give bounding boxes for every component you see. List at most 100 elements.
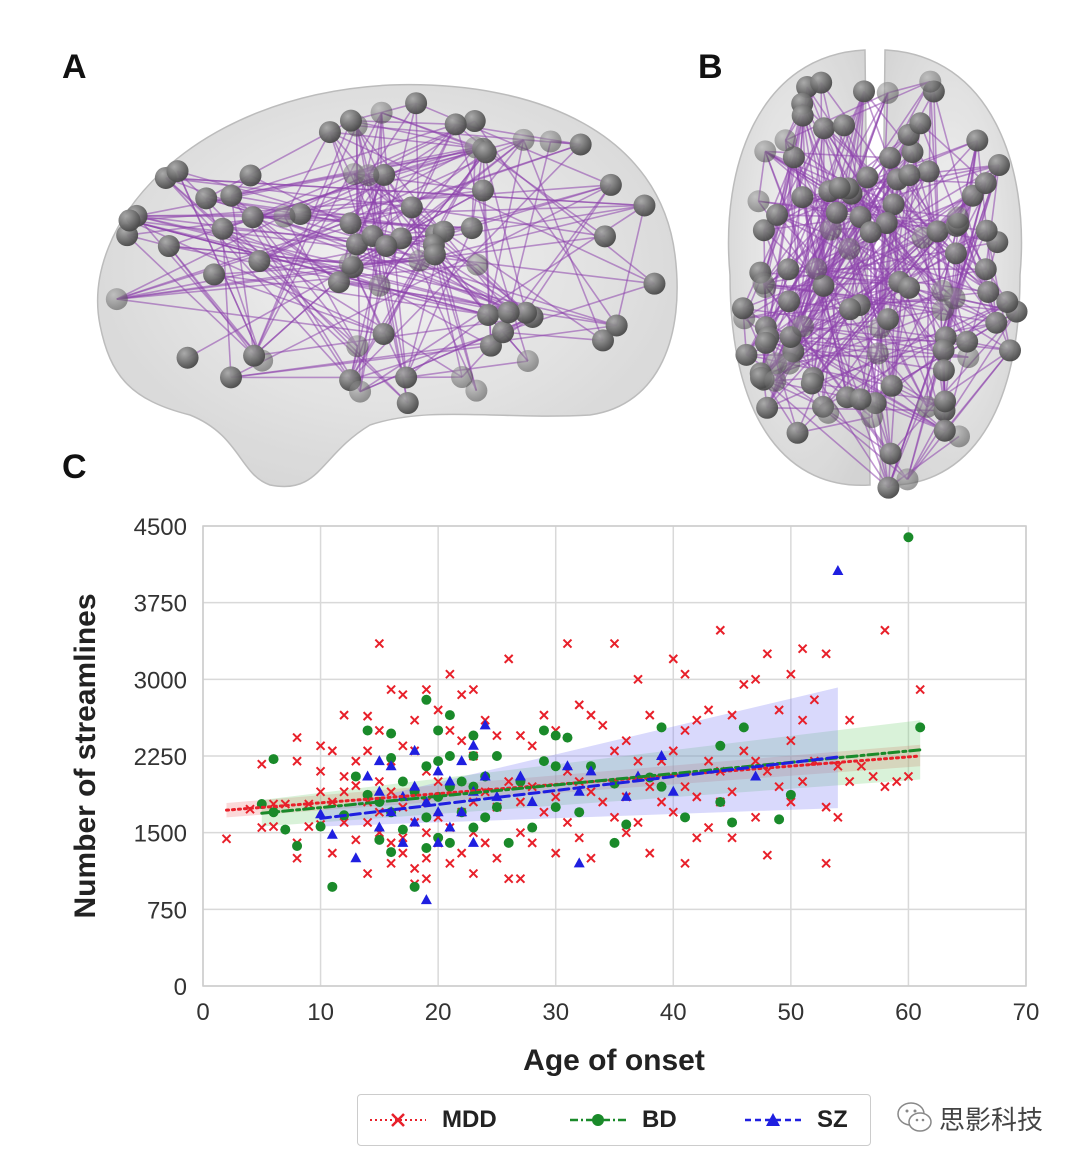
point-mdd (221, 834, 232, 844)
point-mdd (562, 817, 573, 828)
point-mdd (645, 710, 655, 720)
point-mdd (586, 710, 596, 720)
point-mdd (398, 689, 408, 700)
point-mdd (386, 838, 396, 848)
panel-label-c: C (62, 448, 87, 486)
point-mdd (915, 684, 925, 695)
point-mdd (374, 638, 385, 649)
point-mdd (503, 873, 514, 884)
point-mdd (374, 725, 385, 736)
point-sz (479, 719, 491, 730)
point-mdd (339, 817, 349, 828)
point-bd (350, 771, 361, 782)
fit-line-bd (260, 748, 922, 815)
point-sz (479, 770, 491, 781)
point-sz (750, 770, 762, 781)
point-mdd (880, 625, 890, 635)
x-tick-label: 0 (196, 999, 209, 1026)
x-tick-labels: 0 10 20 30 40 50 60 70 (196, 999, 1039, 1026)
point-bd (421, 761, 432, 772)
point-mdd (668, 654, 678, 664)
point-mdd (351, 756, 361, 766)
point-mdd (386, 787, 396, 797)
point-mdd (539, 710, 549, 720)
point-mdd (844, 776, 855, 787)
point-sz (373, 821, 385, 832)
legend-item-bd: BD (568, 1095, 677, 1145)
point-mdd (551, 792, 561, 802)
point-mdd (833, 812, 843, 823)
point-mdd (492, 853, 502, 863)
point-bd (386, 753, 397, 764)
legend-label-sz: SZ (817, 1106, 848, 1133)
point-mdd (409, 715, 420, 725)
point-mdd (703, 705, 714, 715)
point-mdd (586, 853, 596, 863)
point-mdd (456, 848, 467, 858)
point-mdd (786, 735, 796, 746)
point-mdd (609, 812, 620, 823)
point-sz (620, 790, 632, 801)
point-mdd (292, 853, 302, 863)
y-tick-label: 4500 (134, 514, 187, 541)
point-bd (292, 840, 303, 851)
point-bd (268, 807, 279, 818)
point-mdd (856, 761, 867, 771)
point-mdd (456, 735, 467, 746)
point-mdd (468, 684, 479, 695)
point-bd (621, 819, 632, 830)
point-sz (397, 836, 409, 847)
x-tick-label: 30 (542, 999, 569, 1026)
y-tick-label: 1500 (134, 821, 187, 848)
point-bd (444, 710, 455, 721)
point-bd (727, 817, 738, 828)
point-bd (397, 824, 408, 835)
point-mdd (609, 746, 620, 756)
x-tick-label: 60 (895, 999, 922, 1026)
point-mdd (656, 797, 667, 807)
point-mdd (586, 787, 596, 797)
point-mdd (492, 730, 502, 741)
point-mdd (503, 654, 514, 664)
point-mdd (398, 848, 408, 858)
point-bd (715, 740, 726, 751)
point-mdd (421, 827, 432, 838)
legend-marker-sz (745, 1113, 801, 1126)
point-mdd (539, 807, 549, 817)
point-mdd (762, 850, 773, 860)
watermark: 思影科技 (895, 1098, 1043, 1138)
point-sz (456, 806, 468, 817)
point-mdd (445, 669, 455, 679)
point-bd (680, 812, 691, 823)
legend-marker-mdd (370, 1113, 426, 1127)
point-mdd (456, 689, 467, 700)
point-sz (526, 796, 538, 806)
point-mdd (527, 741, 537, 751)
point-bd (315, 821, 326, 832)
point-mdd (562, 638, 573, 649)
point-mdd (268, 821, 279, 832)
point-sz (432, 836, 444, 847)
point-sz (350, 852, 362, 863)
point-mdd (515, 797, 526, 807)
point-mdd (727, 833, 737, 843)
point-mdd (421, 684, 432, 695)
point-mdd (750, 812, 761, 823)
point-bd (574, 807, 585, 818)
point-mdd (503, 776, 514, 787)
point-bd (280, 824, 291, 835)
point-sz (326, 828, 338, 839)
point-sz (362, 770, 374, 781)
point-mdd (786, 669, 796, 679)
point-mdd (633, 817, 643, 828)
point-sz (432, 806, 444, 817)
point-sz (561, 760, 573, 771)
point-sz (573, 857, 585, 868)
point-mdd (398, 741, 408, 751)
point-bd (538, 756, 549, 767)
point-mdd (703, 822, 714, 833)
point-mdd (304, 799, 314, 809)
point-sz (409, 816, 421, 827)
point-sz (315, 808, 327, 819)
point-mdd (621, 735, 631, 746)
